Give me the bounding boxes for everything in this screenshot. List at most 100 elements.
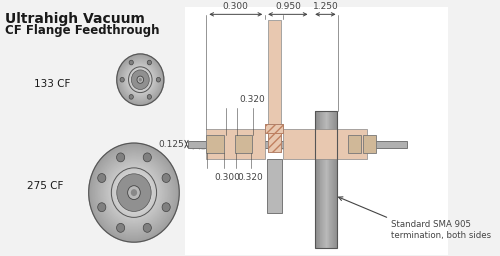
Circle shape <box>117 174 151 211</box>
Circle shape <box>98 154 170 231</box>
Circle shape <box>116 173 152 212</box>
Circle shape <box>138 78 142 81</box>
Bar <box>332 111 333 248</box>
Circle shape <box>130 188 138 198</box>
Circle shape <box>124 182 144 204</box>
Circle shape <box>124 62 156 98</box>
Circle shape <box>130 68 151 92</box>
Circle shape <box>120 58 160 101</box>
Circle shape <box>128 186 140 199</box>
Circle shape <box>136 75 145 85</box>
Circle shape <box>92 146 176 239</box>
Circle shape <box>143 223 152 232</box>
Circle shape <box>103 159 164 226</box>
Circle shape <box>114 171 154 215</box>
Circle shape <box>107 163 161 222</box>
Circle shape <box>113 170 155 215</box>
Circle shape <box>136 76 144 84</box>
Circle shape <box>122 60 158 100</box>
Circle shape <box>136 75 145 85</box>
Text: 0.320: 0.320 <box>238 173 264 182</box>
Text: 1.250: 1.250 <box>312 2 338 11</box>
Circle shape <box>114 171 154 215</box>
Circle shape <box>124 182 144 204</box>
Circle shape <box>140 79 141 81</box>
Circle shape <box>108 164 160 221</box>
Circle shape <box>123 61 158 99</box>
Bar <box>316 111 317 248</box>
Circle shape <box>132 191 136 195</box>
Circle shape <box>126 65 154 94</box>
Circle shape <box>132 191 136 195</box>
Text: 0.125: 0.125 <box>158 140 184 148</box>
Circle shape <box>131 189 137 196</box>
Circle shape <box>143 153 152 162</box>
Circle shape <box>117 54 164 105</box>
Circle shape <box>94 149 174 236</box>
Circle shape <box>131 190 136 196</box>
Bar <box>318 111 320 248</box>
Circle shape <box>125 63 156 97</box>
Text: 133 CF: 133 CF <box>34 79 71 89</box>
Text: 0.950: 0.950 <box>275 2 301 11</box>
Circle shape <box>134 73 146 87</box>
Bar <box>335 111 336 248</box>
Circle shape <box>122 59 160 101</box>
Bar <box>268 20 280 124</box>
Text: Ultrahigh Vacuum: Ultrahigh Vacuum <box>4 12 144 26</box>
Circle shape <box>118 56 162 103</box>
Bar <box>333 111 334 248</box>
Bar <box>315 111 336 248</box>
Circle shape <box>125 183 143 202</box>
Bar <box>327 111 328 248</box>
Circle shape <box>118 176 150 209</box>
Bar <box>265 124 283 133</box>
Circle shape <box>138 77 143 83</box>
Circle shape <box>92 147 176 238</box>
Text: 275 CF: 275 CF <box>27 181 64 191</box>
Circle shape <box>130 68 151 92</box>
Circle shape <box>131 70 150 90</box>
Bar <box>267 159 281 214</box>
Circle shape <box>122 179 146 207</box>
Circle shape <box>147 94 152 99</box>
Circle shape <box>100 155 168 230</box>
Text: 0.300: 0.300 <box>223 2 248 11</box>
Bar <box>326 111 327 248</box>
Circle shape <box>110 166 158 219</box>
Circle shape <box>120 177 148 208</box>
Circle shape <box>130 69 150 91</box>
Circle shape <box>116 223 124 232</box>
Circle shape <box>105 161 163 224</box>
Bar <box>284 129 366 159</box>
Circle shape <box>95 150 173 235</box>
Circle shape <box>102 158 166 227</box>
Circle shape <box>120 177 148 208</box>
Circle shape <box>115 172 153 214</box>
Bar <box>265 124 283 133</box>
Circle shape <box>138 77 143 83</box>
Circle shape <box>120 178 148 207</box>
Circle shape <box>136 76 144 84</box>
Text: 0.320: 0.320 <box>240 95 266 104</box>
Circle shape <box>133 192 135 194</box>
Circle shape <box>128 186 140 199</box>
Circle shape <box>133 72 148 88</box>
Circle shape <box>112 168 156 217</box>
Text: 0.300: 0.300 <box>214 173 240 182</box>
Circle shape <box>131 190 136 196</box>
Circle shape <box>126 184 142 201</box>
Circle shape <box>123 181 145 205</box>
Circle shape <box>129 60 134 65</box>
Circle shape <box>132 71 148 89</box>
Circle shape <box>140 79 141 81</box>
Circle shape <box>130 189 138 197</box>
Bar <box>363 135 376 153</box>
Bar <box>315 111 316 248</box>
Circle shape <box>117 174 151 211</box>
Circle shape <box>90 145 178 240</box>
Circle shape <box>96 151 172 234</box>
Bar <box>324 111 325 248</box>
Bar <box>334 111 335 248</box>
Circle shape <box>128 187 140 199</box>
